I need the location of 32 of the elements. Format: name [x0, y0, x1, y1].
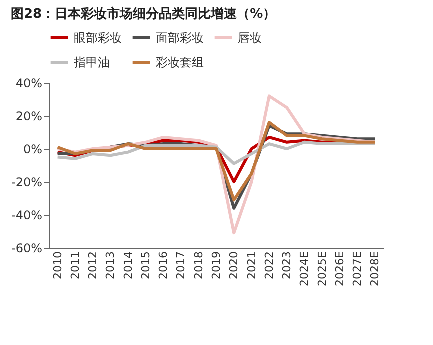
x-tick-label: 2018: [192, 252, 206, 280]
x-tick-label: 2012: [86, 252, 100, 280]
x-tick-label: 2023: [280, 252, 294, 280]
y-tick-label: 0%: [23, 142, 42, 156]
legend-label: 唇妆: [238, 30, 262, 45]
x-tick-label: 2026E: [333, 251, 346, 286]
y-tick-label: -60%: [11, 242, 42, 256]
x-tick-label: 2011: [68, 252, 82, 280]
y-tick-label: -20%: [11, 176, 42, 190]
y-tick-label: 20%: [16, 110, 42, 124]
x-tick-label: 2027E: [351, 251, 364, 286]
x-tick-label: 2022: [262, 252, 276, 280]
legend-label: 面部彩妆: [156, 30, 204, 45]
y-tick-label: -40%: [11, 208, 42, 222]
chart-title: 图28：日本彩妆市场细分品类同比增速（%）: [11, 6, 276, 22]
x-tick-label: 2010: [51, 252, 64, 280]
x-tick-label: 2017: [174, 252, 188, 280]
x-tick-label: 2019: [210, 252, 223, 280]
x-tick-label: 2014: [122, 252, 135, 280]
x-tick-label: 2013: [104, 252, 118, 280]
x-tick-label: 2028E: [368, 251, 382, 286]
x-tick-label: 2016: [157, 252, 170, 280]
line-series: [56, 140, 377, 166]
x-tick-label: 2015: [139, 252, 152, 280]
legend-label: 彩妆套组: [156, 56, 204, 70]
x-tick-label: 2024E: [298, 251, 312, 286]
legend-label: 指甲油: [73, 56, 110, 70]
x-tick-label: 2020: [228, 252, 241, 280]
legend-label: 眼部彩妆: [74, 30, 122, 45]
y-tick-label: 40%: [16, 76, 42, 90]
x-tick-label: 2025E: [316, 251, 329, 286]
x-tick-label: 2021: [245, 252, 258, 280]
